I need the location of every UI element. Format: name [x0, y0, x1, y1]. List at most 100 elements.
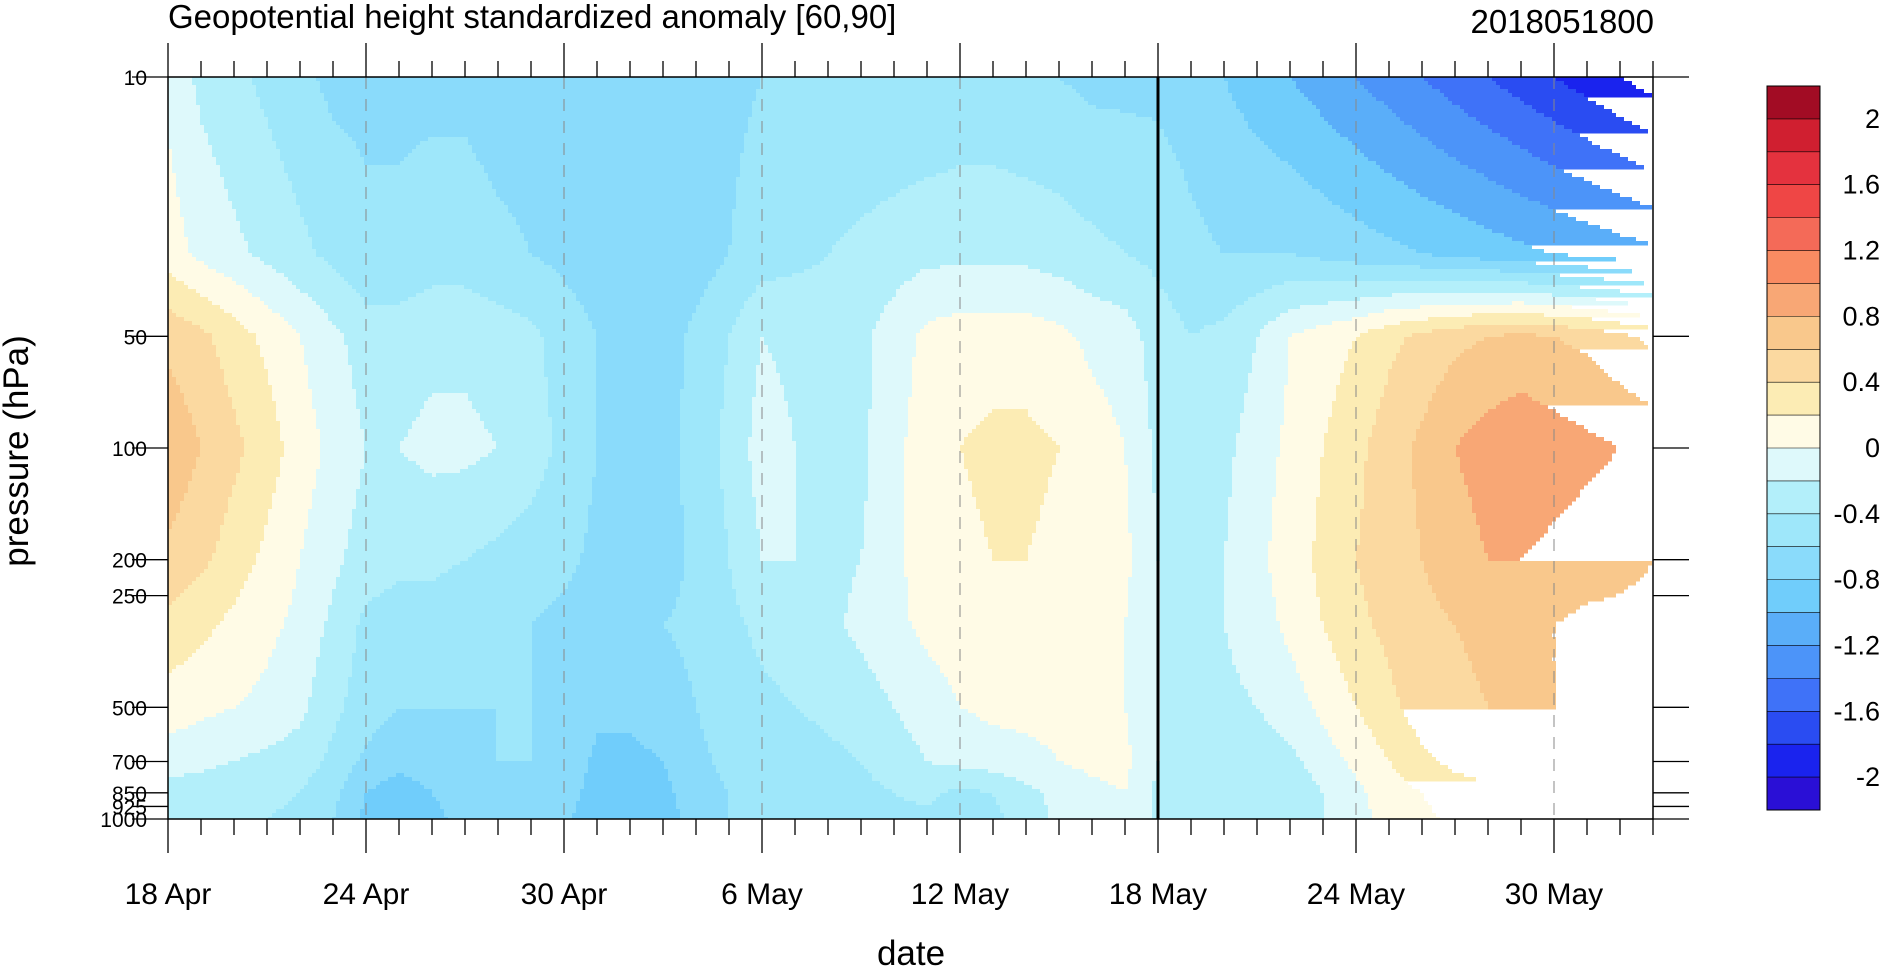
field-cell — [208, 137, 272, 142]
field-cell — [972, 481, 1048, 486]
field-cell — [936, 661, 1124, 666]
field-cell — [1160, 645, 1228, 650]
field-cell — [1100, 229, 1208, 234]
field-cell — [256, 333, 300, 338]
field-cell — [216, 713, 304, 718]
field-cell — [356, 493, 536, 498]
field-cell — [904, 509, 980, 514]
field-cell — [1340, 753, 1384, 758]
field-cell — [732, 581, 852, 586]
field-cell — [172, 157, 216, 162]
field-cell — [532, 717, 700, 722]
field-cell — [696, 701, 792, 706]
field-cell — [1248, 297, 1360, 302]
field-cell — [796, 493, 868, 498]
field-cell — [364, 445, 400, 450]
field-cell — [904, 541, 988, 546]
field-cell — [1528, 281, 1644, 286]
field-cell — [728, 357, 760, 362]
field-cell — [1432, 141, 1512, 146]
field-cell — [288, 605, 328, 610]
field-cell — [204, 569, 252, 574]
field-cell — [1248, 377, 1288, 382]
field-cell — [584, 305, 696, 310]
field-cell — [796, 525, 864, 530]
field-cell — [184, 589, 240, 594]
field-cell — [684, 665, 764, 670]
field-cell — [736, 181, 916, 186]
field-cell — [328, 749, 364, 754]
field-cell — [908, 429, 972, 434]
field-cell — [1324, 805, 1368, 810]
field-cell — [320, 653, 352, 658]
field-cell — [260, 105, 328, 110]
field-cell — [864, 533, 904, 538]
field-cell — [732, 577, 852, 582]
field-cell — [684, 385, 724, 390]
field-cell — [1360, 533, 1420, 538]
field-cell — [172, 149, 212, 154]
field-cell — [1160, 657, 1232, 662]
field-cell — [872, 381, 912, 386]
field-cell — [168, 193, 176, 198]
field-cell — [168, 609, 228, 614]
field-cell — [296, 193, 496, 198]
field-cell — [1324, 621, 1372, 626]
field-cell — [1320, 469, 1364, 474]
field-cell — [1368, 225, 1484, 230]
field-cell — [168, 397, 184, 402]
field-cell — [548, 377, 596, 382]
field-cell — [748, 297, 892, 302]
field-cell — [172, 369, 224, 374]
field-cell — [752, 409, 788, 414]
field-cell — [1120, 433, 1152, 438]
field-cell — [760, 529, 796, 534]
field-cell — [268, 513, 308, 518]
field-cell — [408, 433, 492, 438]
field-cell — [1460, 637, 1556, 642]
field-cell — [324, 257, 540, 262]
field-cell — [460, 561, 580, 566]
field-cell — [904, 537, 988, 542]
field-cell — [196, 577, 248, 582]
field-cell — [268, 377, 308, 382]
field-cell — [400, 161, 480, 166]
field-cell — [1312, 569, 1360, 574]
field-cell — [816, 721, 904, 726]
field-cell — [168, 505, 180, 510]
field-cell — [732, 329, 872, 334]
field-cell — [1136, 325, 1184, 330]
field-cell — [1160, 661, 1232, 666]
field-cell — [1260, 333, 1292, 338]
field-cell — [908, 421, 980, 426]
field-cell — [168, 281, 184, 286]
field-cell — [1292, 745, 1336, 750]
field-cell — [1568, 325, 1648, 330]
field-cell — [168, 157, 172, 162]
field-cell — [364, 749, 496, 754]
field-cell — [552, 449, 596, 454]
field-cell — [180, 385, 228, 390]
field-cell — [1220, 245, 1408, 250]
field-cell — [276, 417, 316, 422]
field-cell — [308, 709, 344, 714]
field-cell — [1412, 485, 1468, 490]
field-cell — [1252, 361, 1288, 366]
colorbar-box — [1767, 711, 1820, 745]
field-cell — [868, 665, 940, 670]
field-cell — [948, 789, 980, 794]
field-cell — [952, 689, 1124, 694]
field-cell — [848, 609, 908, 614]
field-cell — [356, 645, 532, 650]
field-cell — [244, 233, 308, 238]
field-cell — [552, 417, 596, 422]
field-cell — [884, 689, 952, 694]
field-cell — [168, 729, 176, 734]
field-cell — [204, 641, 276, 646]
field-cell — [1504, 333, 1536, 338]
field-cell — [276, 637, 320, 642]
field-cell — [200, 117, 268, 122]
field-cell — [172, 521, 224, 526]
field-cell — [780, 377, 872, 382]
field-cell — [1264, 325, 1316, 330]
